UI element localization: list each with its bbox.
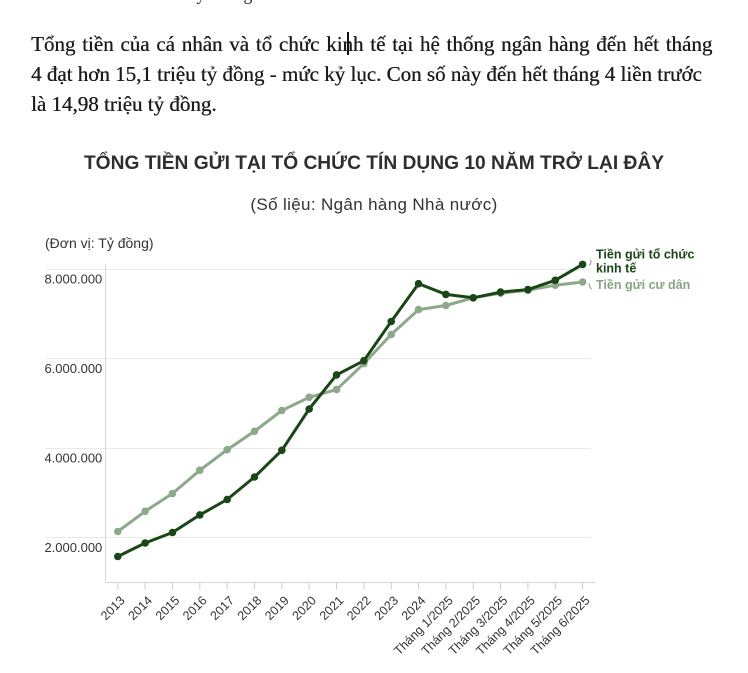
svg-text:2013: 2013 [98,593,128,623]
svg-text:2017: 2017 [208,593,238,623]
svg-text:2015: 2015 [153,593,183,623]
svg-text:(Đơn vị: Tỷ đồng): (Đơn vị: Tỷ đồng) [45,235,154,251]
svg-text:8.000.000: 8.000.000 [44,272,102,287]
svg-text:Tiền gửi cư dân: Tiền gửi cư dân [596,278,690,292]
svg-text:2022: 2022 [344,593,374,623]
svg-text:2020: 2020 [290,593,320,623]
svg-text:2023: 2023 [372,593,402,623]
svg-text:2018: 2018 [235,593,265,623]
svg-text:2019: 2019 [262,593,292,623]
svg-text:2.000.000: 2.000.000 [44,540,102,555]
svg-text:2016: 2016 [180,593,210,623]
svg-text:kinh tế: kinh tế [596,262,636,276]
svg-text:2021: 2021 [317,593,347,623]
svg-text:6.000.000: 6.000.000 [44,361,102,376]
svg-text:2014: 2014 [125,593,155,623]
svg-text:4.000.000: 4.000.000 [44,451,102,466]
svg-text:Tiền gửi tổ chức: Tiền gửi tổ chức [596,248,694,262]
